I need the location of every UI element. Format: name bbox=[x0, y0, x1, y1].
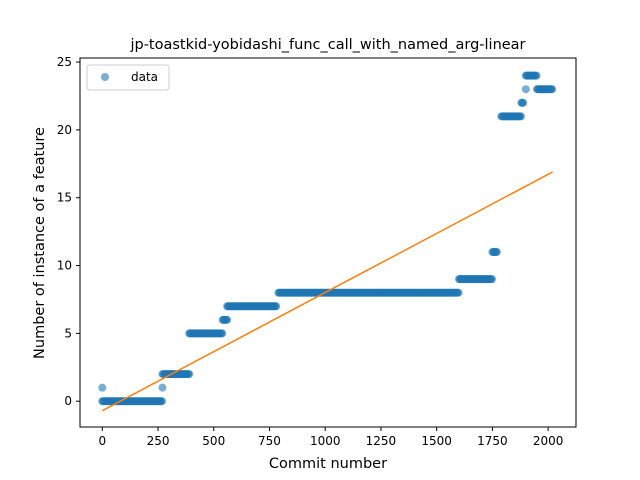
x-tick-label: 1000 bbox=[310, 434, 341, 448]
data-point bbox=[519, 98, 528, 107]
data-point bbox=[158, 383, 167, 392]
y-axis-ticks: 0 5 10 15 20 25 bbox=[57, 55, 80, 408]
x-tick-label: 1500 bbox=[421, 434, 452, 448]
data-point bbox=[454, 288, 463, 297]
x-tick-label: 750 bbox=[258, 434, 281, 448]
chart-title: jp-toastkid-yobidashi_func_call_with_nam… bbox=[129, 37, 525, 53]
data-point bbox=[98, 383, 107, 392]
x-axis-ticks: 0 250 500 750 1000 1250 1500 1750 2000 bbox=[98, 427, 563, 448]
x-tick-label: 2000 bbox=[533, 434, 564, 448]
x-axis-label: Commit number bbox=[269, 456, 387, 472]
x-tick-label: 250 bbox=[147, 434, 170, 448]
legend-marker bbox=[101, 73, 109, 81]
y-tick-label: 10 bbox=[57, 259, 72, 273]
legend-label: data bbox=[131, 70, 158, 84]
y-tick-label: 20 bbox=[57, 123, 72, 137]
x-tick-label: 1250 bbox=[366, 434, 397, 448]
axes-frame bbox=[79, 57, 577, 428]
y-axis-label: Number of instance of a feature bbox=[32, 127, 48, 359]
data-point bbox=[218, 329, 227, 338]
x-tick-label: 1750 bbox=[477, 434, 508, 448]
y-tick-label: 25 bbox=[57, 55, 72, 69]
y-tick-label: 15 bbox=[57, 191, 72, 205]
data-point bbox=[487, 275, 496, 284]
data-point bbox=[272, 302, 281, 311]
plot-area bbox=[98, 71, 557, 412]
y-tick-label: 0 bbox=[64, 394, 72, 408]
y-tick-label: 5 bbox=[64, 326, 72, 340]
x-tick-label: 0 bbox=[98, 434, 106, 448]
data-point bbox=[521, 85, 530, 94]
x-tick-label: 500 bbox=[202, 434, 225, 448]
data-point bbox=[516, 112, 525, 121]
data-point bbox=[185, 370, 194, 379]
data-point bbox=[548, 85, 557, 94]
data-point bbox=[223, 315, 232, 324]
data-point bbox=[532, 71, 541, 80]
legend-box bbox=[86, 64, 170, 91]
data-point bbox=[158, 397, 167, 406]
data-point bbox=[492, 248, 501, 256]
fit-line bbox=[101, 171, 553, 412]
legend: data bbox=[86, 64, 170, 91]
